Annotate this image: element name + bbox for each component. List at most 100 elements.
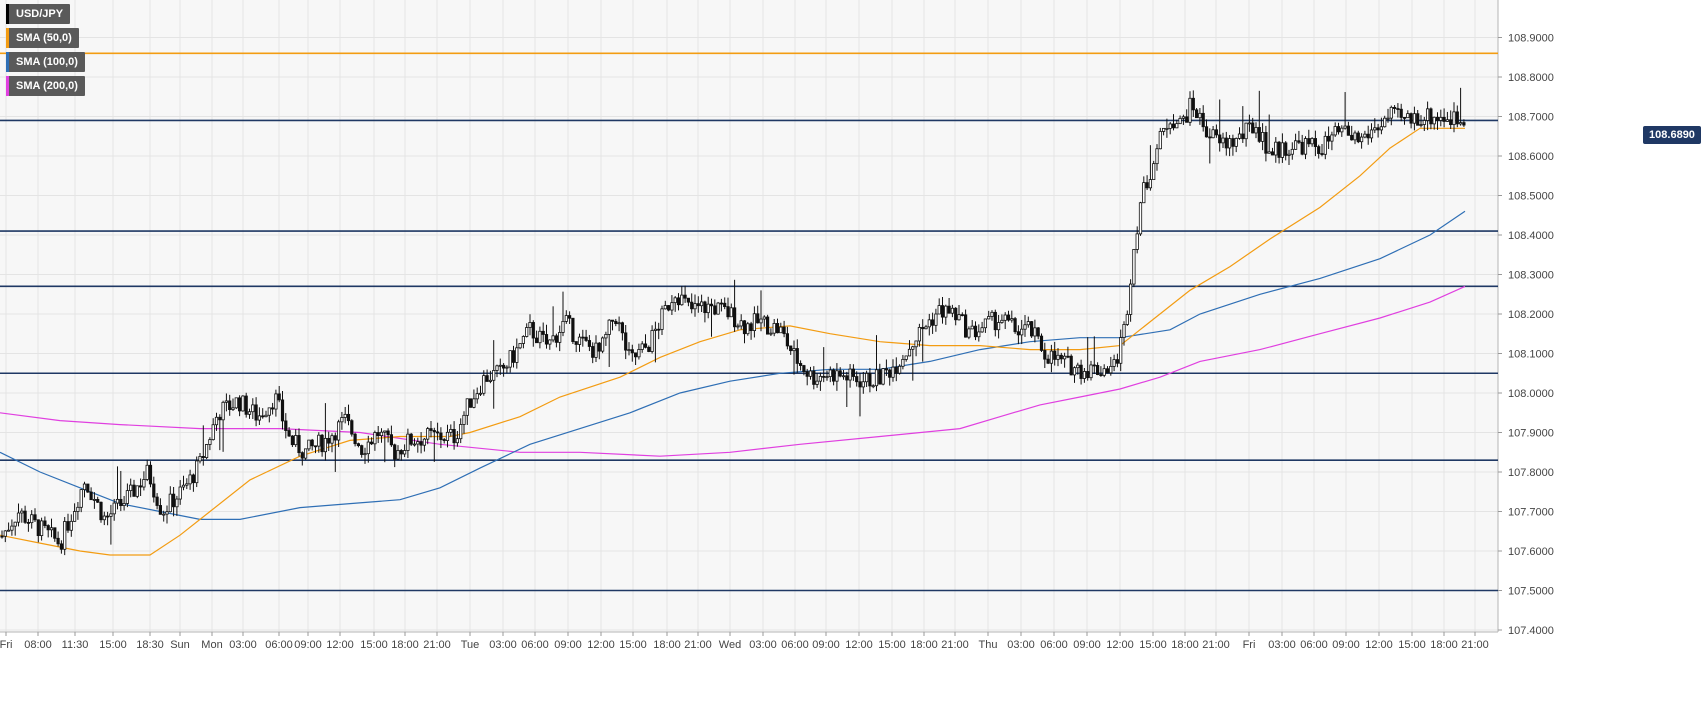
legend-label-sma100: SMA (100,0) xyxy=(16,56,78,68)
candle-down xyxy=(587,340,592,347)
candle-up xyxy=(40,520,44,537)
candle-up xyxy=(1122,324,1126,338)
candle-up xyxy=(990,311,994,317)
candle-down xyxy=(409,433,413,445)
x-tick-label: 21:00 xyxy=(1202,639,1230,651)
candle-down xyxy=(191,474,195,484)
candle-down xyxy=(802,365,806,372)
candle-up xyxy=(1247,122,1251,125)
candle-down xyxy=(581,336,585,339)
plot-area xyxy=(0,0,1498,632)
candle-down xyxy=(228,400,232,410)
candle-up xyxy=(1102,368,1106,376)
candle-up xyxy=(1360,136,1364,143)
candle-down xyxy=(346,413,351,422)
candle-down xyxy=(832,369,836,382)
candle-down xyxy=(686,297,691,303)
candle-up xyxy=(162,513,166,516)
x-tick-label: 12:00 xyxy=(1106,639,1134,651)
candle-up xyxy=(1132,249,1136,285)
candle-up xyxy=(49,527,54,531)
y-tick-label: 107.5000 xyxy=(1508,586,1554,598)
candle-up xyxy=(653,328,658,331)
candle-down xyxy=(568,315,572,319)
candle-up xyxy=(1003,314,1007,321)
candle-down xyxy=(571,317,575,342)
legend-item-usdjpy[interactable]: USD/JPY xyxy=(6,4,71,24)
candle-up xyxy=(881,368,885,385)
candle-up xyxy=(1158,131,1162,150)
candle-up xyxy=(927,319,931,328)
legend-swatch-sma200 xyxy=(6,76,9,96)
candle-up xyxy=(551,335,555,341)
candle-up xyxy=(901,358,905,367)
candle-down xyxy=(733,307,737,328)
candle-down xyxy=(1069,355,1073,376)
candle-up xyxy=(637,349,641,358)
legend-item-sma200[interactable]: SMA (200,0) xyxy=(6,76,85,96)
candle-up xyxy=(706,303,710,314)
candle-up xyxy=(1294,140,1298,150)
candle-up xyxy=(934,313,938,326)
candle-up xyxy=(627,349,631,352)
candle-down xyxy=(1204,126,1209,138)
candle-down xyxy=(46,525,50,531)
legend-label-sma200: SMA (200,0) xyxy=(16,80,78,92)
y-tick-label: 107.8000 xyxy=(1508,467,1554,479)
x-tick-label: 03:00 xyxy=(489,639,517,651)
candle-down xyxy=(399,450,403,455)
sma50-line xyxy=(0,127,1465,556)
candle-down xyxy=(960,314,964,317)
candle-down xyxy=(1416,113,1420,126)
legend-item-sma100[interactable]: SMA (100,0) xyxy=(6,52,85,72)
candle-up xyxy=(294,435,298,446)
candle-up xyxy=(396,450,400,460)
candle-up xyxy=(924,326,928,330)
candle-up xyxy=(1234,137,1238,147)
candle-down xyxy=(468,398,473,408)
candle-down xyxy=(1039,335,1044,351)
candle-up xyxy=(515,347,519,363)
candle-down xyxy=(1350,134,1354,141)
candle-up xyxy=(1389,106,1393,119)
candle-up xyxy=(211,424,215,441)
candle-up xyxy=(135,485,139,497)
candle-up xyxy=(917,326,922,342)
candle-down xyxy=(1145,182,1149,189)
candle-up xyxy=(944,305,948,318)
x-tick-label: 12:00 xyxy=(1365,639,1393,651)
candle-down xyxy=(591,346,595,358)
candle-up xyxy=(1379,126,1383,131)
candle-down xyxy=(270,407,275,410)
candle-up xyxy=(482,375,486,394)
candle-up xyxy=(472,398,476,408)
candle-up xyxy=(518,343,522,349)
x-tick-label: 18:00 xyxy=(910,639,938,651)
candle-up xyxy=(558,332,562,343)
candle-up xyxy=(904,355,908,360)
candle-up xyxy=(416,441,420,445)
candle-down xyxy=(86,483,90,493)
candle-down xyxy=(313,445,318,448)
candle-down xyxy=(785,333,790,347)
candle-up xyxy=(188,474,192,485)
y-tick-label: 108.5000 xyxy=(1508,191,1554,203)
candle-down xyxy=(152,483,156,498)
candle-down xyxy=(1013,318,1017,333)
candle-up xyxy=(1119,337,1123,364)
candle-down xyxy=(531,322,535,339)
x-tick-label: 18:00 xyxy=(391,639,419,651)
candle-up xyxy=(1033,327,1037,337)
candle-down xyxy=(1284,142,1288,156)
candle-up xyxy=(521,336,526,344)
candle-up xyxy=(1412,113,1416,124)
candle-down xyxy=(657,328,661,331)
candle-down xyxy=(878,369,882,385)
candle-down xyxy=(1214,129,1218,136)
candle-up xyxy=(1261,132,1265,142)
candle-down xyxy=(1435,116,1440,121)
candle-up xyxy=(412,443,417,446)
candle-up xyxy=(1323,135,1327,155)
legend-item-sma50[interactable]: SMA (50,0) xyxy=(6,28,79,48)
candle-up xyxy=(422,438,427,446)
